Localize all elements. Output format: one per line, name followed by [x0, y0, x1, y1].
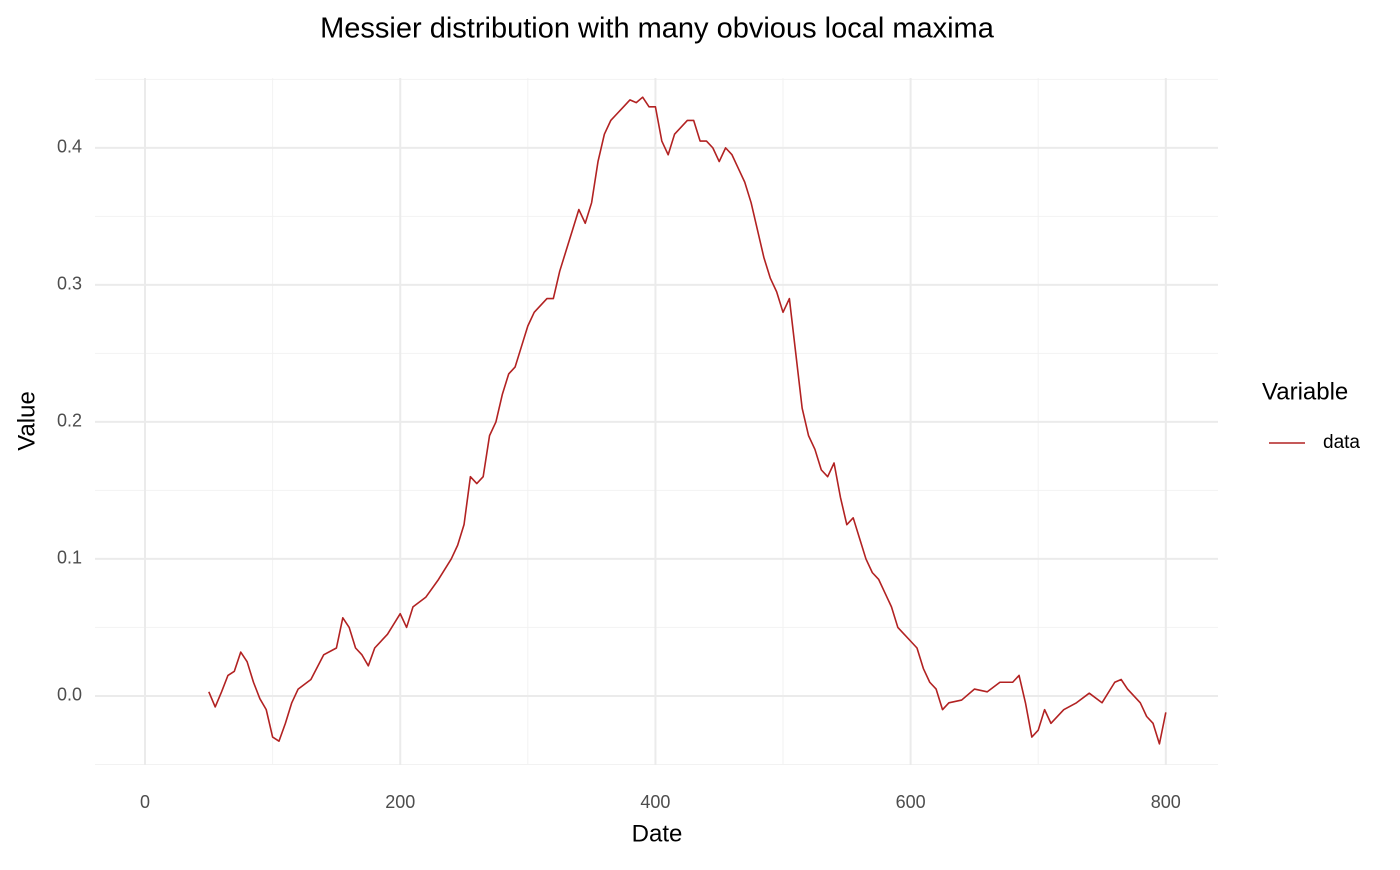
x-tick-label: 800 [1151, 792, 1181, 812]
x-tick-label: 600 [896, 792, 926, 812]
x-tick-label: 0 [140, 792, 150, 812]
legend-title: Variable [1262, 378, 1348, 405]
y-tick-label: 0.3 [57, 274, 82, 294]
x-tick-label: 400 [640, 792, 670, 812]
y-tick-label: 0.4 [57, 137, 82, 157]
x-axis-label: Date [632, 820, 683, 847]
legend-label: data [1323, 432, 1360, 453]
x-tick-label: 200 [385, 792, 415, 812]
chart-title: Messier distribution with many obvious l… [320, 13, 995, 45]
y-tick-label: 0.1 [57, 548, 82, 568]
y-tick-label: 0.2 [57, 411, 82, 431]
data-line [208, 96, 1167, 745]
y-tick-label: 0.0 [57, 685, 82, 705]
y-axis-label: Value [13, 391, 40, 451]
